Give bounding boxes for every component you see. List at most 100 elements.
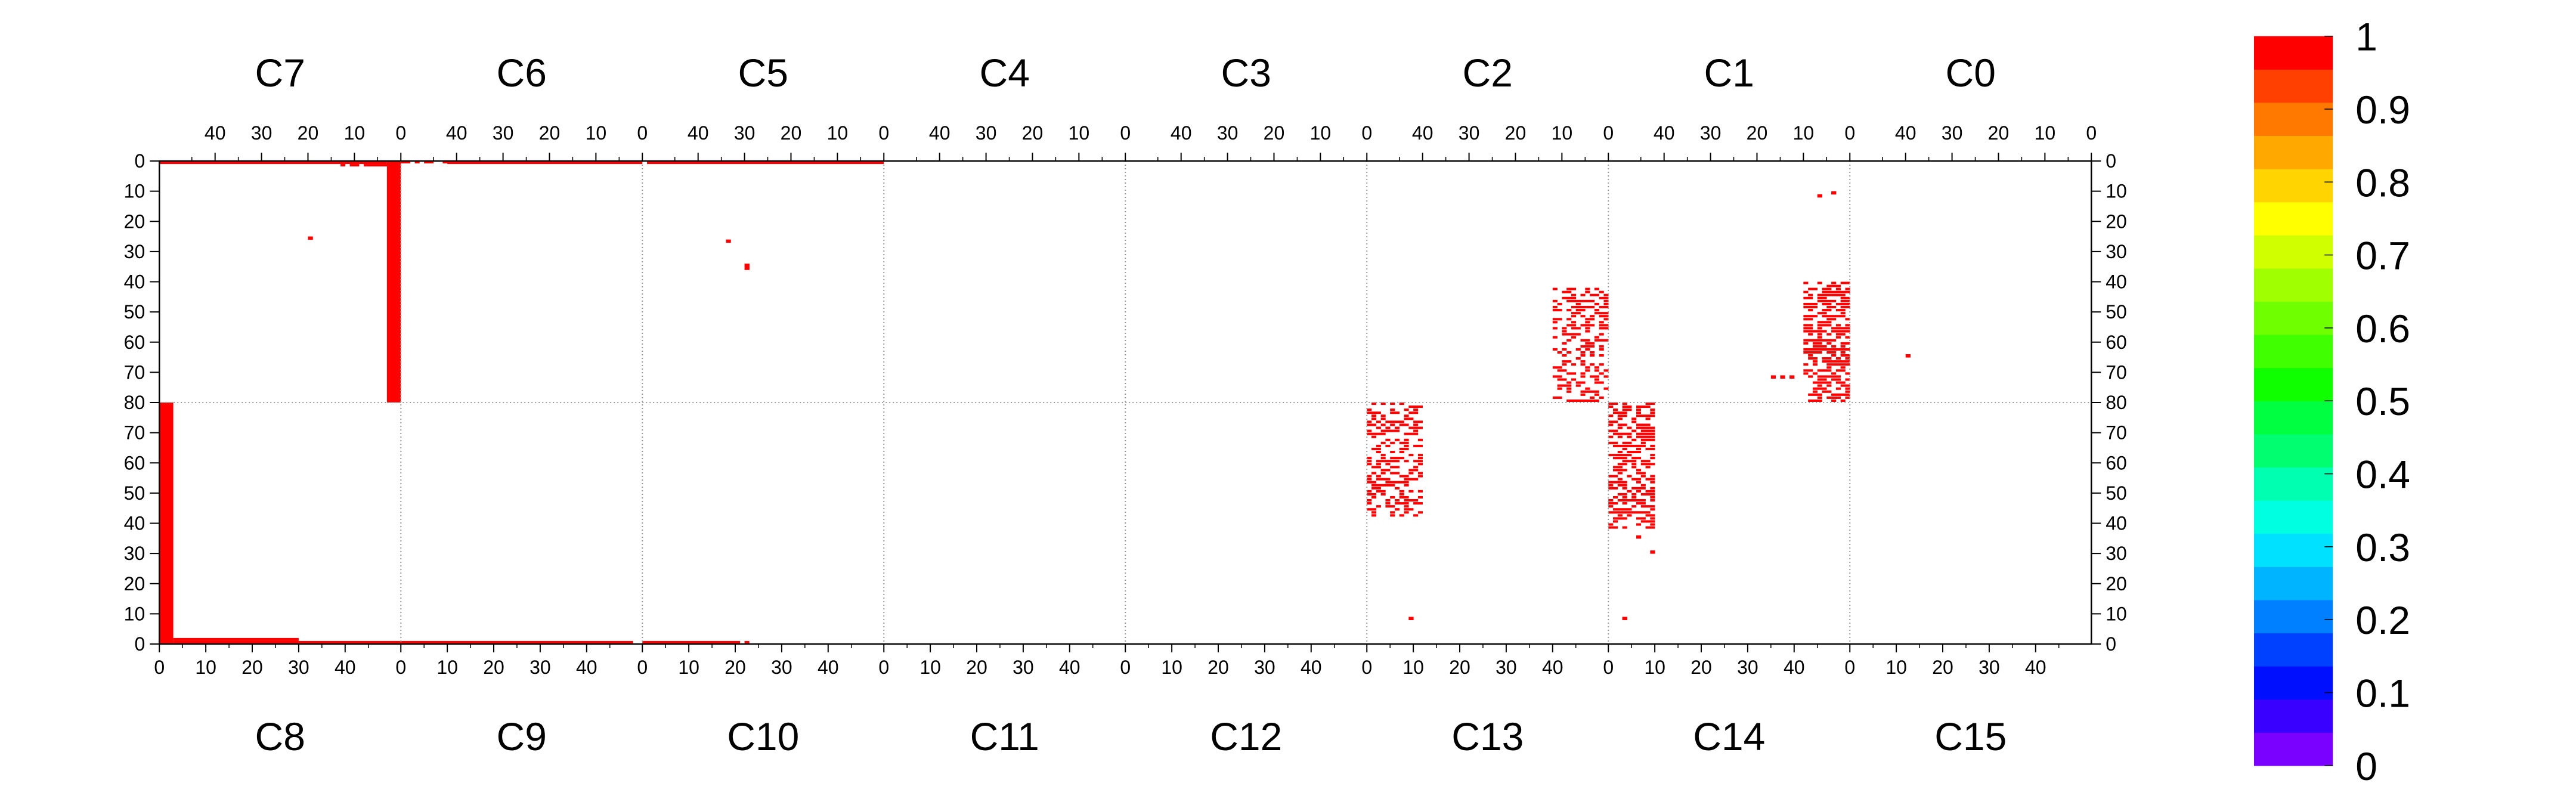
hit-cell	[354, 164, 360, 167]
hit-cell	[1371, 466, 1377, 469]
hit-cell	[1413, 466, 1419, 469]
hit-cell	[1845, 357, 1850, 360]
hit-cell	[1376, 466, 1381, 469]
hit-cell	[1826, 396, 1832, 399]
hit-cell	[744, 267, 750, 270]
top-tick-label: 0	[1603, 122, 1614, 144]
bottom-tick-label: 20	[1208, 657, 1229, 678]
hit-cell	[1826, 357, 1832, 360]
hit-cell	[1367, 408, 1372, 411]
top-tick-label: 30	[1700, 122, 1722, 144]
hit-segment	[159, 161, 387, 165]
hit-cell	[1817, 321, 1822, 324]
hit-cell	[1622, 484, 1627, 487]
hit-cell	[1822, 357, 1827, 360]
hit-cell	[1826, 348, 1832, 351]
hit-cell	[1622, 447, 1627, 450]
hit-cell	[1826, 290, 1832, 293]
hit-cell	[1831, 363, 1837, 366]
hit-cell	[1636, 523, 1642, 526]
hit-cell	[1385, 438, 1391, 441]
hit-cell	[1808, 296, 1813, 299]
hit-cell	[1636, 490, 1642, 493]
bottom-tick-label: 0	[1361, 657, 1372, 678]
chip-label-top: C6	[497, 51, 547, 95]
hit-cell	[1645, 432, 1651, 435]
hit-cell	[1585, 327, 1590, 330]
right-tick-label: 40	[2106, 513, 2127, 534]
bottom-tick-label: 30	[1013, 657, 1034, 678]
hit-cell	[1831, 327, 1837, 330]
hit-cell	[1803, 342, 1809, 345]
colorbar-band	[2254, 367, 2333, 401]
hit-cell	[1613, 469, 1618, 472]
hit-cell	[1631, 463, 1637, 466]
hit-cell	[1575, 381, 1581, 384]
hit-cell	[1413, 432, 1419, 435]
hit-cell	[1831, 315, 1837, 318]
hit-cell	[1417, 460, 1423, 463]
top-tick-label: 10	[586, 122, 607, 144]
hit-cell	[1417, 405, 1423, 408]
hit-cell	[1417, 463, 1423, 466]
hit-cell	[1617, 481, 1623, 484]
hit-cell	[1557, 387, 1562, 390]
hit-cell	[1822, 390, 1827, 393]
hit-segment	[386, 161, 401, 403]
hit-cell	[1835, 375, 1841, 378]
hit-cell	[1617, 451, 1623, 454]
hit-cell	[1613, 517, 1618, 520]
hit-cell	[1367, 481, 1372, 484]
hit-cell	[1594, 393, 1599, 396]
hit-cell	[1580, 372, 1586, 375]
hit-cell	[1631, 444, 1637, 447]
colorbar: 1 0.9 0.8 0.7 0.6 0.5 0.4 0.3 0.2 0.1 0	[2254, 15, 2410, 788]
right-tick-label: 30	[2106, 241, 2127, 262]
hit-cell	[1650, 517, 1655, 520]
hit-cell	[1617, 484, 1623, 487]
hit-cell	[1599, 339, 1604, 342]
hit-cell	[1371, 432, 1377, 435]
hit-cell	[1380, 441, 1386, 444]
hit-cell	[1603, 299, 1609, 302]
bottom-tick-label: 0	[1603, 657, 1614, 678]
hit-cell	[1376, 460, 1381, 463]
hit-cell	[1640, 505, 1646, 508]
hit-cell	[1831, 396, 1837, 399]
hit-cell	[1594, 399, 1599, 402]
hit-cell	[1840, 393, 1846, 396]
hit-cell	[1650, 505, 1655, 508]
hit-cell	[1817, 336, 1822, 339]
hit-cell	[1812, 342, 1818, 345]
hit-cell	[1812, 387, 1818, 390]
hit-cell	[1371, 514, 1377, 517]
hit-cell	[1845, 287, 1850, 290]
hit-cell	[1580, 324, 1586, 327]
hit-cell	[1845, 330, 1850, 333]
hit-cell	[1580, 299, 1586, 302]
hit-cell	[1552, 309, 1558, 312]
hit-cell	[1640, 429, 1646, 432]
hit-cell	[1566, 287, 1572, 290]
left-tick-label: 50	[124, 301, 145, 323]
hit-cell	[1404, 408, 1409, 411]
hit-cell	[1603, 327, 1609, 330]
hit-cell	[1571, 372, 1577, 375]
hit-segment	[642, 640, 736, 644]
hit-cell	[1840, 302, 1846, 305]
hit-cell	[1566, 296, 1572, 299]
hit-cell	[1385, 460, 1391, 463]
hit-cell	[1617, 511, 1623, 514]
hit-cell	[1613, 441, 1618, 444]
hit-cell	[1831, 354, 1837, 357]
hit-cell	[1571, 315, 1577, 318]
hit-cell	[1845, 360, 1850, 363]
hit-cell	[1571, 327, 1577, 330]
hit-cell	[1808, 375, 1813, 378]
hit-cell	[1622, 469, 1627, 472]
top-tick-label: 20	[1505, 122, 1527, 144]
bottom-tick-label: 30	[530, 657, 551, 678]
hit-cell	[1580, 309, 1586, 312]
hit-cell	[1840, 360, 1846, 363]
bottom-tick-label: 40	[335, 657, 356, 678]
